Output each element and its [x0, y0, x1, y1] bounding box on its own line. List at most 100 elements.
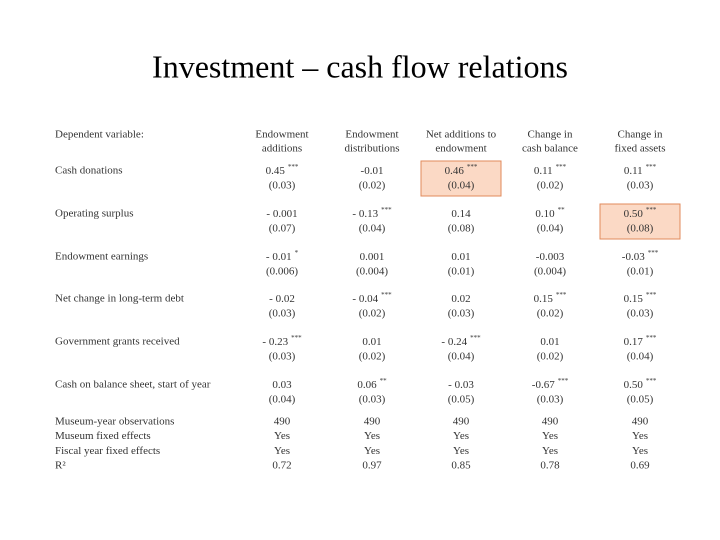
row-label: Net change in long-term debt [55, 293, 184, 305]
stat-value: Yes [632, 445, 648, 457]
row-label: Museum-year observations [55, 416, 174, 428]
significance-stars: *** [646, 334, 657, 342]
row-label: Museum fixed effects [55, 430, 151, 442]
stat-value: Yes [542, 445, 558, 457]
stat-value: 0.97 [362, 460, 382, 472]
estimate: 0.46 [445, 165, 465, 177]
standard-error: (0.04) [269, 394, 296, 406]
standard-error: (0.02) [537, 308, 564, 320]
estimate: 0.50 [624, 208, 644, 220]
coefficient: 0.46 *** [445, 163, 478, 177]
standard-error: (0.03) [359, 394, 386, 406]
column-header: Change in [528, 129, 573, 141]
coefficient: 0.01 [362, 336, 381, 348]
estimate: 0.01 [451, 251, 470, 263]
coefficient: - 0.001 [266, 208, 297, 220]
estimate: 0.11 [624, 165, 643, 177]
coefficient: -0.01 [361, 165, 384, 177]
row-label: Government grants received [55, 336, 180, 348]
estimate: 0.50 [624, 379, 644, 391]
coefficient: 0.50 *** [624, 206, 657, 220]
standard-error: (0.03) [269, 180, 296, 192]
significance-stars: *** [646, 377, 657, 385]
estimate: 0.03 [272, 379, 292, 391]
standard-error: (0.03) [627, 180, 654, 192]
standard-error: (0.02) [359, 308, 386, 320]
estimate: 0.14 [451, 208, 471, 220]
slide-title: Investment – cash flow relations [152, 48, 568, 84]
standard-error: (0.08) [627, 223, 654, 235]
coefficient: -0.003 [536, 251, 565, 263]
significance-stars: *** [648, 249, 659, 257]
column-header: Net additions to [426, 129, 497, 141]
standard-error: (0.03) [537, 394, 564, 406]
standard-error: (0.006) [266, 266, 298, 278]
stat-value: 0.69 [630, 460, 650, 472]
standard-error: (0.02) [537, 351, 564, 363]
row-label: R² [55, 460, 66, 472]
estimate: 0.06 [357, 379, 377, 391]
standard-error: (0.04) [537, 223, 564, 235]
estimate: -0.01 [361, 165, 384, 177]
coefficient: - 0.01 * [266, 249, 299, 263]
significance-stars: *** [291, 334, 302, 342]
coefficient: - 0.23 *** [262, 334, 302, 348]
stat-value: Yes [364, 445, 380, 457]
coefficient: - 0.03 [448, 379, 474, 391]
coefficient: 0.11 *** [624, 163, 657, 177]
stat-value: 490 [364, 416, 381, 428]
coefficient: 0.001 [360, 251, 385, 263]
standard-error: (0.05) [448, 394, 475, 406]
column-header: Endowment [345, 129, 398, 141]
estimate: 0.001 [360, 251, 385, 263]
standard-error: (0.03) [269, 351, 296, 363]
significance-stars: *** [381, 206, 392, 214]
significance-stars: *** [646, 291, 657, 299]
significance-stars: *** [646, 163, 657, 171]
coefficient: 0.17 *** [624, 334, 657, 348]
coefficient: -0.03 *** [622, 249, 659, 263]
standard-error: (0.04) [359, 223, 386, 235]
column-header: endowment [435, 143, 486, 155]
estimate: - 0.04 [352, 293, 378, 305]
coefficient: - 0.24 *** [441, 334, 481, 348]
stat-value: 490 [453, 416, 470, 428]
coefficient: 0.50 *** [624, 377, 657, 391]
stat-value: Yes [274, 445, 290, 457]
column-header: fixed assets [614, 143, 665, 155]
estimate: 0.15 [624, 293, 644, 305]
corner-label: Dependent variable: [55, 129, 144, 141]
estimate: - 0.01 [266, 251, 292, 263]
coefficient: 0.01 [540, 336, 559, 348]
coefficient: - 0.02 [269, 293, 295, 305]
standard-error: (0.07) [269, 223, 296, 235]
estimate: - 0.24 [441, 336, 467, 348]
column-header: distributions [344, 143, 399, 155]
standard-error: (0.05) [627, 394, 654, 406]
significance-stars: * [295, 249, 299, 257]
estimate: - 0.23 [262, 336, 288, 348]
significance-stars: *** [288, 163, 299, 171]
stat-value: Yes [274, 430, 290, 442]
coefficient: 0.15 *** [534, 291, 567, 305]
standard-error: (0.01) [627, 266, 654, 278]
stat-value: 0.85 [451, 460, 471, 472]
standard-error: (0.02) [537, 180, 564, 192]
estimate: - 0.03 [448, 379, 474, 391]
significance-stars: *** [470, 334, 481, 342]
estimate: 0.17 [624, 336, 644, 348]
row-label: Fiscal year fixed effects [55, 445, 160, 457]
row-label: Cash on balance sheet, start of year [55, 379, 211, 391]
coefficient: 0.15 *** [624, 291, 657, 305]
standard-error: (0.02) [359, 351, 386, 363]
significance-stars: *** [381, 291, 392, 299]
column-header: additions [262, 143, 302, 155]
coefficient: - 0.04 *** [352, 291, 392, 305]
column-header: cash balance [522, 143, 578, 155]
significance-stars: *** [646, 206, 657, 214]
standard-error: (0.04) [448, 351, 475, 363]
coefficient: 0.03 [272, 379, 292, 391]
estimate: - 0.02 [269, 293, 295, 305]
row-label: Endowment earnings [55, 251, 148, 263]
